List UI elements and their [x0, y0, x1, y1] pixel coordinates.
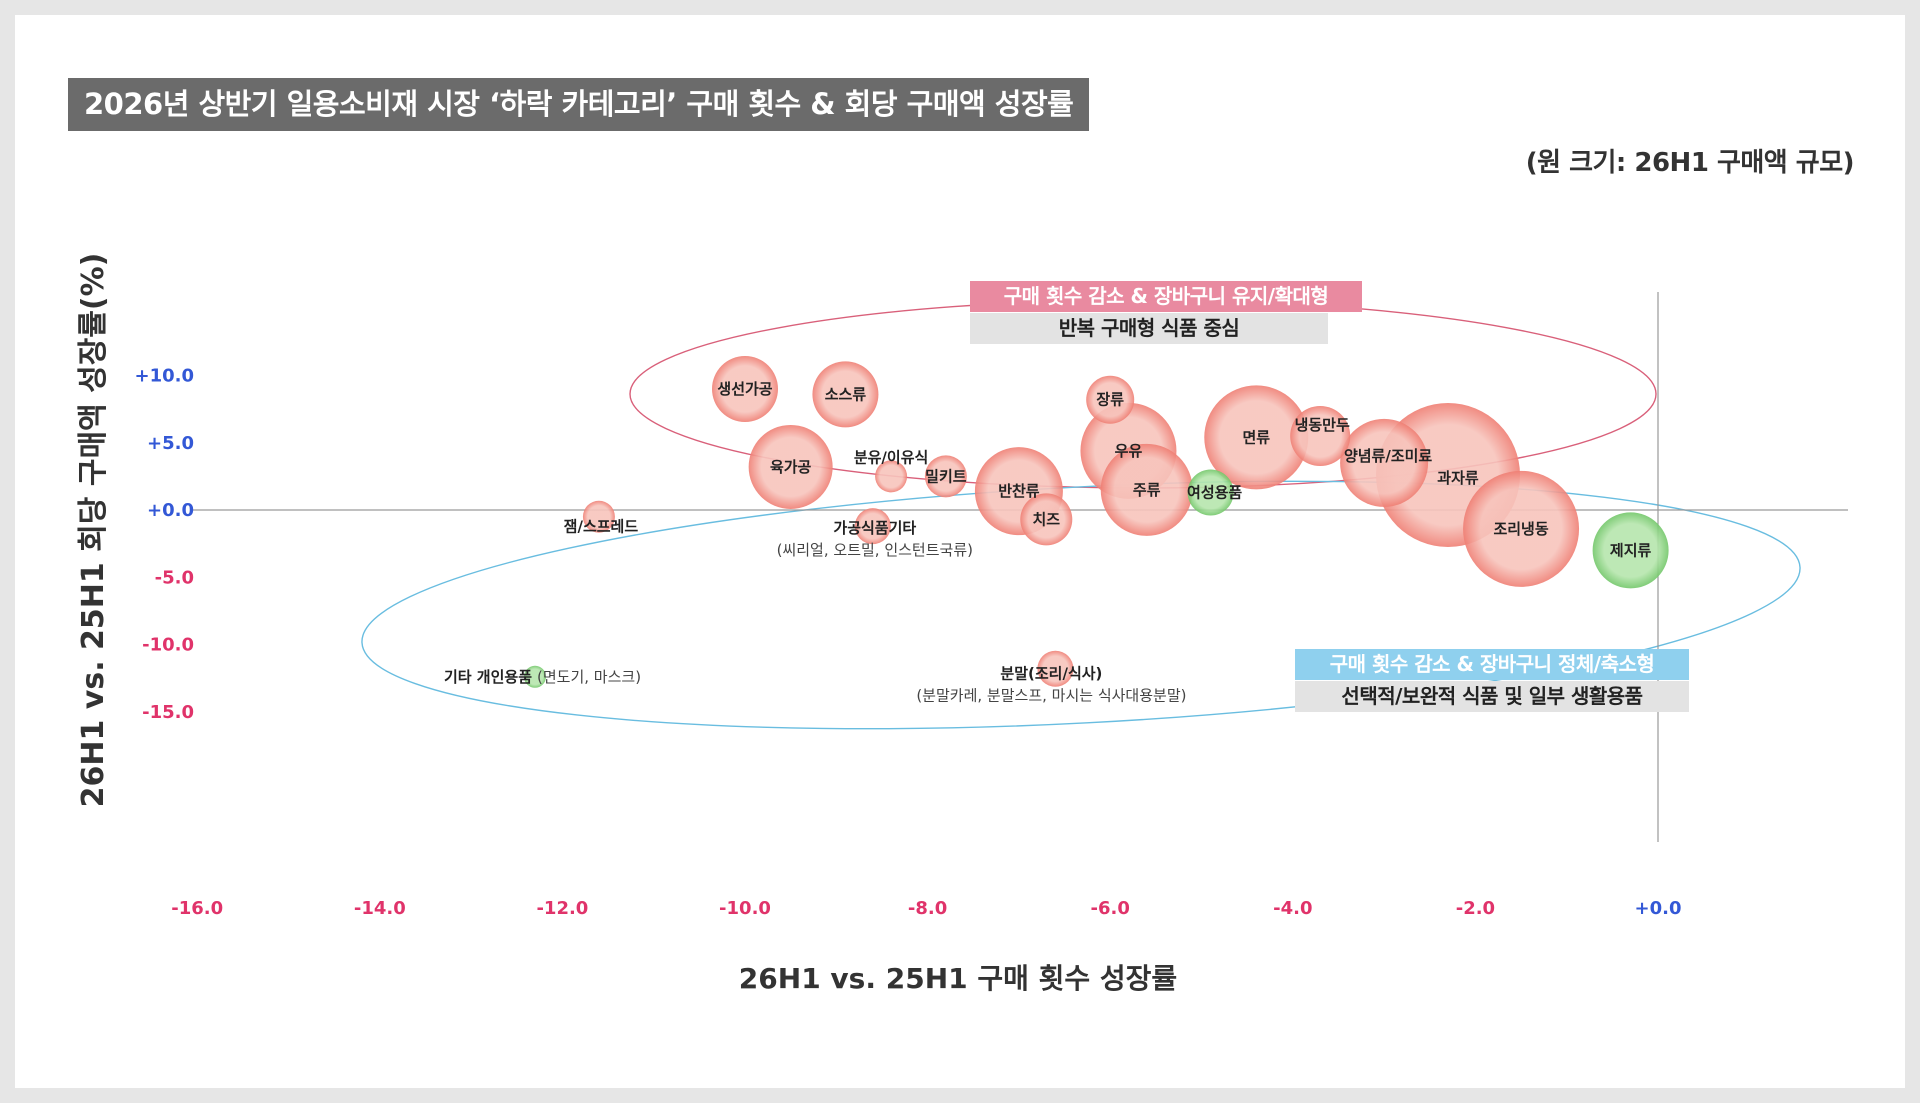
bubble-label: 장류: [1096, 391, 1124, 409]
y-tick-label: +5.0: [147, 433, 194, 454]
bubble: [1086, 375, 1135, 424]
bubble: [875, 460, 908, 493]
bubble: [1463, 470, 1580, 587]
x-tick-label: -2.0: [1456, 898, 1495, 919]
chart-card: [15, 15, 1905, 1088]
bubble: [582, 500, 615, 533]
bubble: [924, 455, 967, 498]
bubble: [1592, 512, 1669, 589]
x-tick-label: -8.0: [908, 898, 947, 919]
bubble-label: 면류: [1242, 428, 1270, 446]
bubbles: [524, 355, 1669, 688]
x-tick-label: -14.0: [354, 898, 406, 919]
bubble: [1290, 406, 1351, 467]
bubble-label: 우유: [1115, 442, 1143, 460]
bubble-label: 가공식품기타: [833, 519, 916, 537]
y-tick-label: -10.0: [142, 635, 194, 656]
bubble-sublabel: (분말카레, 분말스프, 마시는 식사대용분말): [916, 687, 1186, 705]
bubble: [748, 424, 833, 509]
bubble-label: 양념류/조미료: [1344, 447, 1432, 465]
bubble-label: 냉동만두: [1295, 416, 1350, 434]
bubble: [1187, 469, 1234, 516]
y-tick-label: -15.0: [142, 702, 194, 723]
bubble-label: 분말(조리/식사): [1000, 665, 1102, 683]
x-tick-label: -4.0: [1273, 898, 1312, 919]
x-axis-label: 26H1 vs. 25H1 구매 횟수 성장률: [739, 962, 1177, 995]
bubble-label: 기타 개인용품: [444, 668, 532, 686]
bubble-label: 치즈: [1032, 510, 1060, 528]
bubble: [712, 355, 778, 422]
lower-group-title: 구매 횟수 감소 & 장바구니 정체/축소형: [1295, 649, 1689, 680]
y-tick-label: -5.0: [155, 567, 194, 588]
x-tick-label: -16.0: [171, 898, 223, 919]
lower-group-subtitle: 선택적/보완적 식품 및 일부 생활용품: [1295, 681, 1689, 712]
bubble: [524, 665, 547, 688]
bubble: [1020, 493, 1073, 546]
bubble-label: 조리냉동: [1493, 520, 1548, 538]
bubble: [812, 361, 879, 428]
y-axis-label: 26H1 vs. 25H1 회당 구매액 성장률(%): [76, 253, 111, 808]
bubble-label: 밀키트: [925, 467, 967, 485]
bubble-sublabel: (면도기, 마스크): [537, 668, 641, 686]
bubble-label: 제지류: [1610, 541, 1652, 559]
bubble-label: 주류: [1133, 481, 1161, 499]
bubble-label: 여성용품: [1187, 484, 1242, 502]
x-tick-label: -6.0: [1091, 898, 1130, 919]
bubble-label: 생선가공: [717, 380, 772, 398]
x-tick-label: +0.0: [1635, 898, 1682, 919]
y-tick-label: +10.0: [135, 366, 195, 387]
bubble-label: 과자류: [1437, 469, 1479, 487]
lower-group-ellipse: [361, 480, 1801, 730]
bubble-label: 소스류: [825, 385, 867, 403]
bubble-label: 육가공: [770, 458, 812, 476]
upper-group-subtitle: 반복 구매형 식품 중심: [970, 313, 1328, 344]
bubble: [1037, 650, 1074, 687]
bubble-label: 반찬류: [998, 482, 1040, 500]
size-legend-note: (원 크기: 26H1 구매액 규모): [1525, 148, 1855, 178]
bubble: [1204, 385, 1309, 490]
y-tick-label: +0.0: [147, 500, 194, 521]
bubble-sublabel: (씨리얼, 오트밀, 인스턴트국류): [777, 541, 973, 559]
bubble: [1340, 418, 1429, 507]
x-tick-label: -10.0: [719, 898, 771, 919]
bubble: [1100, 443, 1193, 536]
tick-labels: -16.0 -14.0 -12.0 -10.0 -8.0 -6.0 -4.0 -2.0 +0.0…: [135, 366, 1682, 920]
x-tick-label: -12.0: [536, 898, 588, 919]
bubble: [854, 508, 891, 545]
bubble-label: 잼/스프레드: [564, 518, 639, 536]
page-title: 2026년 상반기 일용소비재 시장 ‘하락 카테고리’ 구매 횟수 & 회당 …: [68, 78, 1090, 131]
upper-group-title: 구매 횟수 감소 & 장바구니 유지/확대형: [970, 281, 1362, 312]
bubble-label: 분유/이유식: [854, 448, 928, 466]
